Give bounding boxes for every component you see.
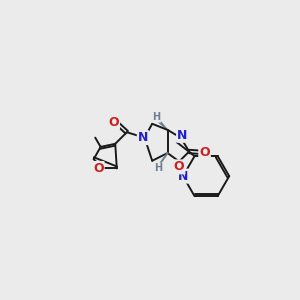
Text: H: H xyxy=(152,112,160,122)
Text: N: N xyxy=(178,169,188,183)
Text: O: O xyxy=(174,160,184,173)
Text: H: H xyxy=(154,164,162,173)
Text: N: N xyxy=(177,129,188,142)
Text: O: O xyxy=(199,146,210,159)
Text: O: O xyxy=(93,162,104,175)
Polygon shape xyxy=(158,120,168,130)
Text: O: O xyxy=(108,116,119,129)
Text: N: N xyxy=(138,131,148,144)
